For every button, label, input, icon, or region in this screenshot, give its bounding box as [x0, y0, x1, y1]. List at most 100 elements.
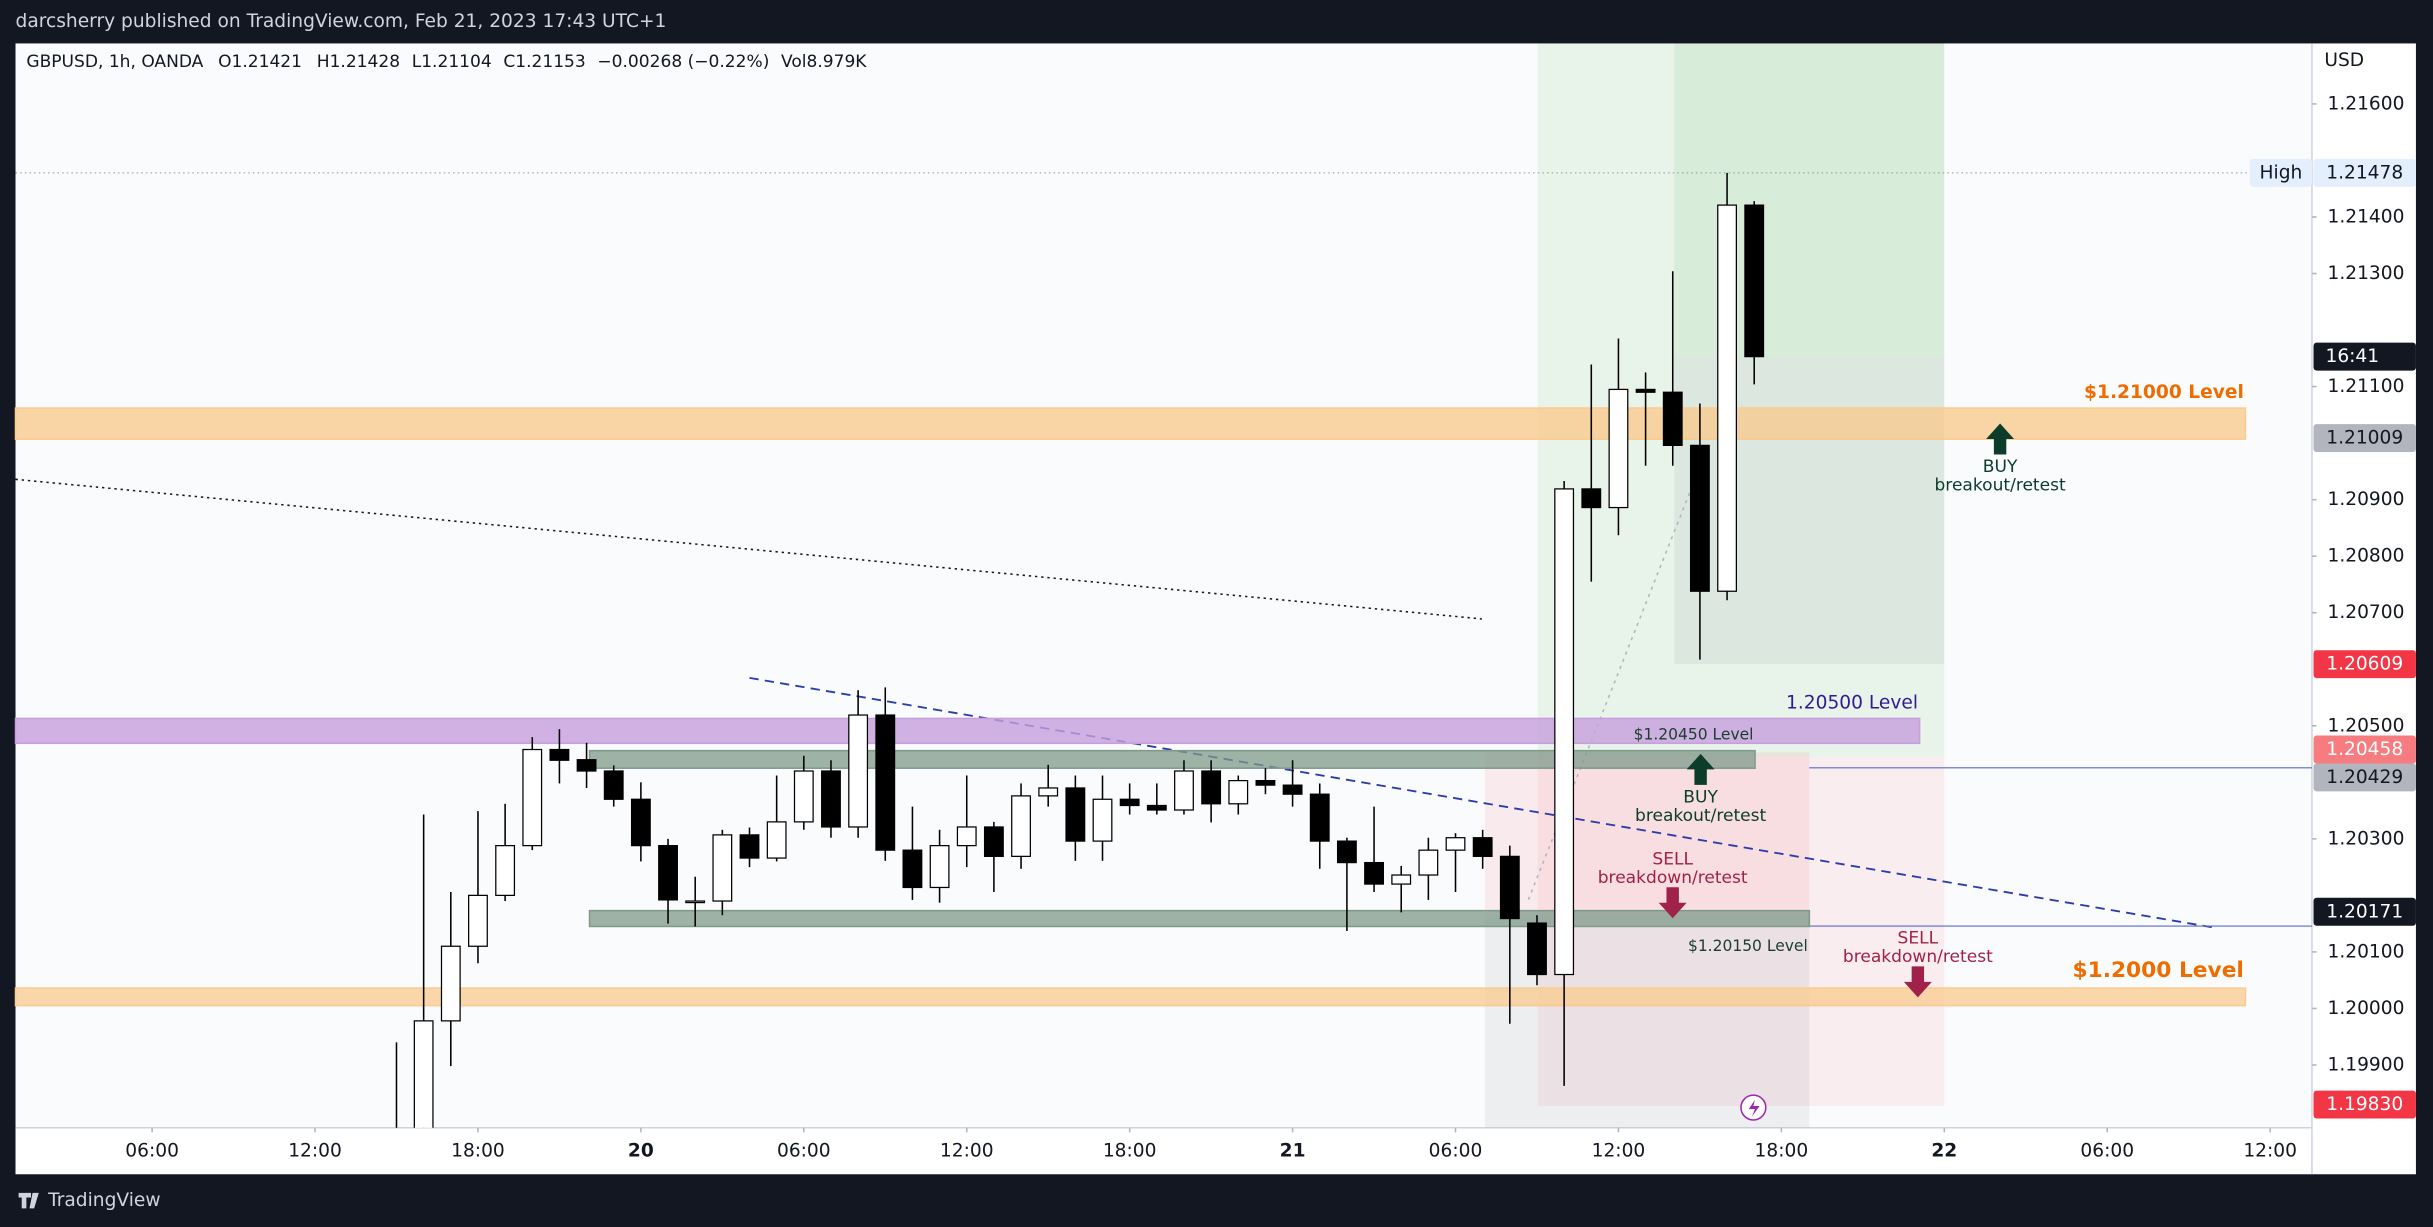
candle-body — [1635, 388, 1656, 393]
price-tag-label: 1.21009 — [2326, 428, 2403, 449]
level-zone — [588, 749, 1756, 769]
candle-body — [739, 834, 760, 859]
legend-item: Vol8.979K — [781, 52, 867, 72]
event-icon-bolt — [1748, 1099, 1760, 1117]
candle-body — [902, 849, 923, 889]
candle-body — [766, 821, 787, 859]
candle-body — [1201, 770, 1222, 805]
x-tick-label: 18:00 — [1755, 1140, 1809, 1161]
annotation-text: SELL — [1898, 928, 1939, 948]
candle-body — [983, 826, 1004, 857]
level-zone — [14, 407, 2247, 440]
price-tag-label: 1.21478 — [2326, 162, 2403, 183]
y-tick-label: 1.21100 — [2327, 376, 2404, 397]
candle-body — [1336, 840, 1357, 864]
candles — [15, 172, 2312, 1128]
price-tag — [2313, 424, 2416, 452]
annotation-text: breakout/retest — [1934, 476, 2066, 496]
legend-item: GBPUSD, 1h, OANDA — [26, 52, 203, 72]
candle-body — [1472, 837, 1493, 857]
legend-item: C1.21153 — [503, 52, 585, 72]
y-tick-label: 1.21600 — [2327, 93, 2404, 114]
candle-body — [821, 770, 841, 828]
candle-body — [1255, 779, 1276, 786]
candle-body — [1418, 849, 1439, 876]
annotation-text: breakdown/retest — [1598, 868, 1748, 888]
candle-body — [1065, 787, 1086, 842]
x-tick-label: 12:00 — [288, 1140, 342, 1161]
level-label: $1.21000 Level — [2084, 382, 2244, 403]
price-axis — [2311, 43, 2416, 1175]
candle-body — [1581, 488, 1602, 509]
candle-body — [1092, 798, 1113, 842]
y-tick-label: 1.21300 — [2327, 263, 2404, 284]
y-tick-label: 1.20300 — [2327, 828, 2404, 849]
candle-body — [495, 845, 516, 896]
x-tick-label: 06:00 — [125, 1140, 179, 1161]
candle-body — [929, 845, 950, 889]
countdown-label: 16:41 — [2325, 346, 2379, 367]
annotation-text: breakdown/retest — [1843, 947, 1993, 967]
x-tick-label: 12:00 — [2243, 1140, 2297, 1161]
candle-body — [1527, 922, 1547, 976]
x-tick-label: 18:00 — [451, 1140, 505, 1161]
arrow-down — [1903, 966, 1932, 998]
candle-body — [440, 945, 461, 1022]
candle-body — [1038, 787, 1059, 797]
candle-body — [1499, 855, 1520, 920]
candle-body — [522, 748, 543, 847]
y-tick-label: 1.20000 — [2327, 998, 2404, 1019]
position-range — [1674, 356, 1945, 664]
countdown-tag — [2313, 342, 2416, 371]
footer-logo: TradingView — [47, 1190, 160, 1211]
level-label: $1.2000 Level — [2072, 958, 2243, 983]
x-tick-label: 18:00 — [1103, 1140, 1157, 1161]
price-tag — [2313, 763, 2416, 792]
candle-body — [1717, 204, 1737, 592]
candle-body — [1146, 804, 1167, 811]
level-label: $1.20450 Level — [1634, 726, 1754, 744]
legend-item: −0.00268 (−0.22%) — [597, 52, 769, 72]
candle-body — [468, 894, 488, 947]
position-loss — [1537, 756, 1945, 1107]
level-zone — [14, 717, 1921, 745]
position-profit — [1537, 43, 1945, 757]
candle-body — [1282, 784, 1303, 795]
price-tag — [2313, 158, 2416, 187]
candle-body — [1309, 793, 1330, 842]
candle-body — [1364, 861, 1384, 885]
level-label: 1.20500 Level — [1786, 692, 1918, 713]
drawings — [15, 43, 2312, 1128]
candle-body — [848, 714, 869, 828]
x-tick-label: 21 — [1280, 1140, 1306, 1161]
price-tag-label: 1.19830 — [2326, 1094, 2403, 1115]
x-tick-label: 20 — [628, 1140, 654, 1161]
overlay: 06:00 12:00 18:00 20 06:00 12:00 18:00 21 06:00 1… — [125, 93, 2416, 1161]
candle-body — [875, 714, 896, 851]
y-tick-label: 1.20500 — [2327, 715, 2404, 736]
price-tag-label: 1.20609 — [2326, 654, 2403, 675]
price-tag-label: 1.20429 — [2326, 767, 2403, 788]
x-tick-label: 22 — [1931, 1140, 1957, 1161]
price-tag — [2313, 735, 2416, 764]
candle-body — [603, 770, 624, 800]
candle-body — [1744, 204, 1765, 358]
annotation-text: breakout/retest — [1635, 806, 1767, 826]
x-tick-label: 06:00 — [2080, 1140, 2134, 1161]
arrow-down — [1658, 887, 1687, 919]
annotation-text: BUY — [1983, 457, 2018, 477]
candle-body — [712, 834, 733, 902]
time-axis — [15, 1127, 2312, 1175]
candle-body — [658, 845, 678, 901]
price-tag — [2313, 897, 2416, 926]
candle-body — [630, 798, 651, 847]
arrow-up — [1986, 423, 2015, 455]
candle-body — [576, 759, 597, 772]
publisher: darcsherry published on TradingView.com,… — [16, 11, 667, 32]
x-tick-label: 12:00 — [940, 1140, 994, 1161]
candle-body — [549, 748, 570, 761]
candle-body — [1608, 388, 1629, 509]
price-tag — [2313, 1090, 2416, 1119]
